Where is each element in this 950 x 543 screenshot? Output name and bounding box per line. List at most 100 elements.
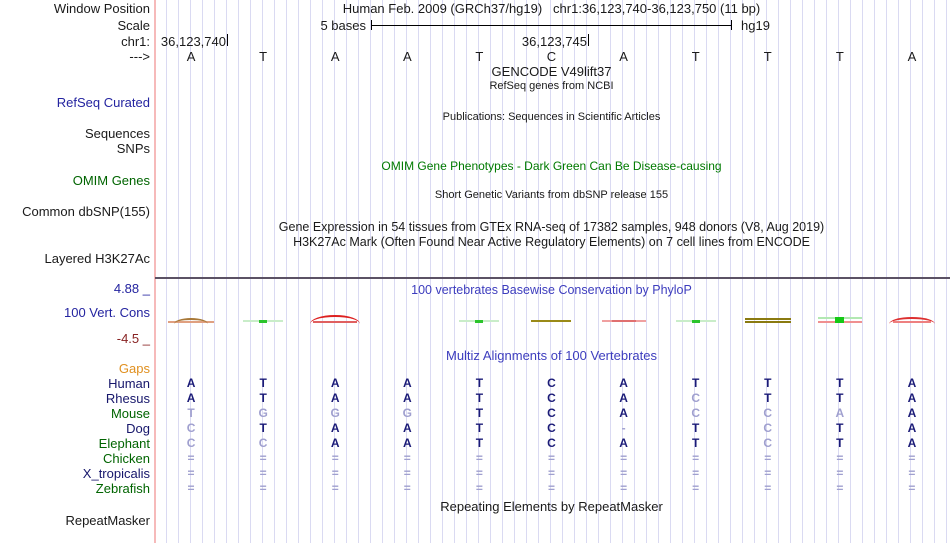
multiz-cell: = [331,481,339,495]
multiz-cell: A [619,391,628,405]
conservation-mark [313,321,358,323]
sidebar-item-species-rhesus[interactable]: Rhesus [105,391,150,406]
multiz-cell: A [402,376,412,390]
sidebar-item-common-dbsnp[interactable]: Common dbSNP(155) [22,204,150,219]
multiz-cell: G [330,406,340,420]
conservation-max-value: 4.88 _ [113,281,150,296]
multiz-cell: = [547,481,555,495]
conservation-mark [531,320,572,322]
sequence-base: T [475,49,484,64]
multiz-cell: = [620,466,628,480]
multiz-cell: A [330,421,340,435]
multiz-cell: = [187,451,195,465]
coordinate-left: 36,123,740 [160,34,226,49]
multiz-cell: C [258,436,268,450]
multiz-cell: C [691,406,701,420]
multiz-cell: T [475,436,484,450]
multiz-cell: = [475,466,483,480]
multiz-cell: A [330,436,340,450]
conservation-mark [744,318,791,320]
sidebar-item-species-zebrafish[interactable]: Zebrafish [95,481,150,496]
sidebar-item-refseq-curated[interactable]: RefSeq Curated [56,95,150,110]
multiz-cell: = [836,451,844,465]
sequence-base: A [907,49,917,64]
multiz-cell: A [186,376,196,390]
base-gridlines [155,0,948,543]
window-position-label: Window Position [53,1,150,16]
sidebar-item-sequences[interactable]: Sequences [84,126,150,141]
sidebar-item-species-x_tropicalis[interactable]: X_tropicalis [82,466,150,481]
multiz-cell: = [259,451,267,465]
multiz-cell: G [258,406,268,420]
multiz-cell: C [763,436,773,450]
conservation-mark [174,318,209,324]
strand-arrow: ---> [129,49,150,64]
multiz-cell: C [691,391,701,405]
multiz-cell: C [763,406,773,420]
track-left-edge-marker [154,0,156,543]
multiz-cell: A [907,391,917,405]
multiz-cell: T [692,376,700,390]
multiz-cell: T [259,421,267,435]
sequence-base: A [330,49,340,64]
conservation-min-value: -4.5 _ [116,331,150,346]
sidebar-item-snps[interactable]: SNPs [116,141,150,156]
multiz-track-title: Multiz Alignments of 100 Vertebrates [445,348,657,363]
coordinate-left-tick [227,34,228,46]
multiz-cell: = [620,481,628,495]
omim-track-title: OMIM Gene Phenotypes - Dark Green Can Be… [381,159,722,173]
conservation-mark [744,321,791,323]
multiz-cell: C [547,421,556,435]
sequence-base: T [763,49,772,64]
multiz-cell: T [836,391,844,405]
multiz-cell: = [331,451,339,465]
scale-bar [371,25,732,26]
multiz-cell: = [475,451,483,465]
sequence-base: A [402,49,412,64]
conservation-mark [475,320,484,323]
multiz-cell: A [186,391,196,405]
multiz-cell: A [402,421,412,435]
sequence-base: A [186,49,196,64]
multiz-cell: A [619,376,628,390]
sidebar-item-gaps[interactable]: Gaps [118,361,150,376]
sidebar-item-repeatmasker[interactable]: RepeatMasker [65,513,150,528]
multiz-cell: T [475,406,484,420]
conservation-mark [310,315,361,324]
sidebar-item-100-vert-cons[interactable]: 100 Vert. Cons [64,305,150,320]
scale-bar-left-tick [371,20,372,30]
h3k27ac-track-baseline [155,277,950,279]
multiz-cell: A [619,406,628,420]
multiz-cell: = [836,481,844,495]
multiz-cell: = [908,466,916,480]
sidebar-item-species-elephant[interactable]: Elephant [98,436,150,451]
multiz-cell: A [330,391,340,405]
conservation-mark [892,321,931,323]
multiz-cell: C [763,421,773,435]
sequence-base: T [691,49,700,64]
gtex-track-title: Gene Expression in 54 tissues from GTEx … [278,220,825,234]
multiz-cell: T [187,406,195,420]
multiz-cell: = [187,481,195,495]
sidebar-item-species-human[interactable]: Human [108,376,150,391]
multiz-cell: A [907,406,917,420]
sidebar-item-species-chicken[interactable]: Chicken [103,451,150,466]
sidebar-item-omim-genes[interactable]: OMIM Genes [72,173,150,188]
multiz-cell: A [619,436,628,450]
multiz-cell: C [547,376,556,390]
conservation-mark [611,320,636,322]
multiz-cell: C [186,421,196,435]
multiz-cell: = [259,466,267,480]
multiz-cell: T [692,421,700,435]
multiz-cell: = [692,466,700,480]
scale-bar-right-tick [731,20,732,30]
multiz-cell: = [692,451,700,465]
multiz-cell: C [547,406,556,420]
sidebar-item-species-dog[interactable]: Dog [126,421,150,436]
multiz-cell: A [835,406,845,420]
sidebar-item-species-mouse[interactable]: Mouse [110,406,150,421]
multiz-cell: T [475,376,484,390]
sidebar-item-layered-h3k27ac[interactable]: Layered H3K27Ac [44,251,150,266]
multiz-cell: - [621,421,626,435]
scale-label: Scale [117,18,150,33]
